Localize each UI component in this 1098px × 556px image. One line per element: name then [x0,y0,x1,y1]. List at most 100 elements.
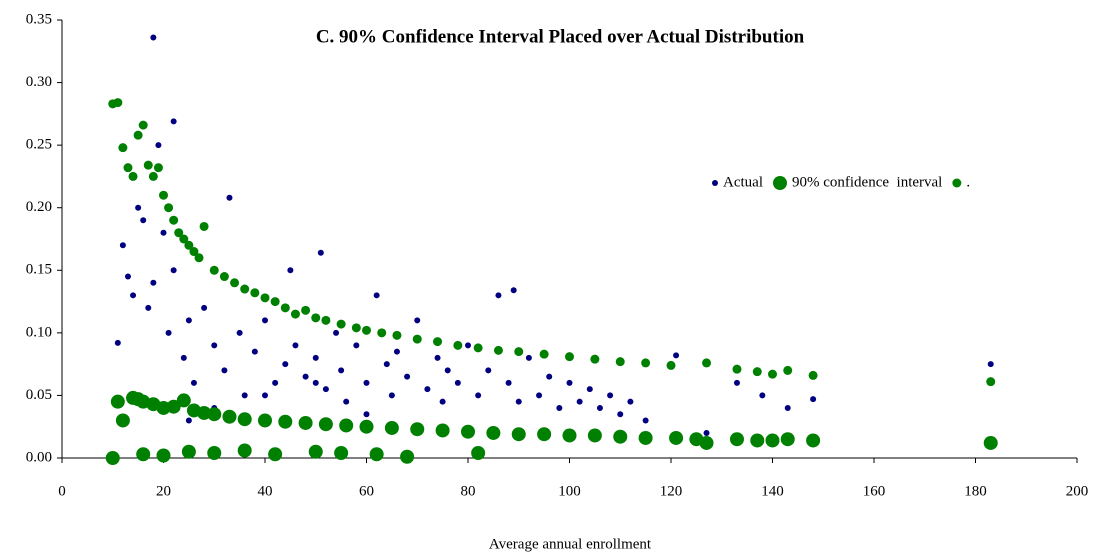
point [493,345,503,355]
point [412,334,422,344]
point [536,392,543,399]
point [282,361,289,368]
point [435,423,450,438]
y-tick-label: 0.30 [26,74,52,90]
point [258,413,272,428]
point [404,373,411,380]
point [150,34,157,41]
point [318,417,333,432]
point [617,411,624,418]
y-tick-label: 0.05 [26,387,52,403]
point [383,361,390,368]
point [495,292,502,299]
point [133,130,143,140]
point [388,392,395,399]
point [222,409,237,424]
legend-label: . [966,174,970,190]
point [392,330,402,340]
point [136,447,151,462]
point [353,342,360,349]
y-tick-label: 0.35 [26,11,52,27]
y-tick-label: 0.00 [26,449,52,465]
point [444,367,451,374]
x-tick-label: 160 [863,483,886,499]
x-tick-label: 140 [761,483,784,499]
point [729,432,744,447]
point [170,118,177,125]
point [180,354,187,361]
point [638,430,653,445]
point [184,240,194,250]
point [311,313,321,323]
point [333,329,340,336]
point [153,163,163,173]
point [251,348,258,355]
point [510,287,517,294]
x-axis-label: Average annual enrollment [489,536,652,552]
point [226,194,233,201]
point [322,386,329,393]
point [750,433,765,448]
point [732,364,742,374]
point [181,444,196,459]
point [377,328,387,338]
point [201,304,208,311]
point [312,354,319,361]
point [115,413,130,428]
point [752,367,762,377]
point [363,411,370,418]
point [312,379,319,386]
point [221,367,228,374]
point [128,171,138,181]
point [400,449,415,464]
point [613,429,628,444]
point [334,445,349,460]
point [565,352,574,362]
point [514,347,524,357]
point [369,447,384,462]
point [733,379,740,386]
point [166,399,181,414]
point [439,398,446,405]
point [148,171,158,181]
point [983,435,998,450]
point [336,319,346,329]
x-tick-label: 200 [1066,483,1089,499]
point [505,379,512,386]
point [207,445,222,460]
point [810,396,817,403]
point [669,430,684,445]
point [515,398,522,405]
point [461,424,475,439]
point [123,163,133,173]
point [140,217,147,224]
chart-title: C. 90% Confidence Interval Placed over A… [316,26,805,47]
point [230,278,240,288]
point [768,369,777,379]
point [485,367,492,374]
point [780,432,795,447]
point [145,304,152,311]
legend-label: 90% confidence interval [792,174,942,190]
point [250,288,260,298]
legend-marker [772,176,787,190]
x-tick-label: 60 [359,483,374,499]
point [197,405,212,420]
point [237,443,252,458]
point [118,143,128,153]
y-tick-label: 0.10 [26,324,52,340]
point [301,305,311,315]
point [471,445,486,460]
point [169,215,179,225]
point [190,379,197,386]
point [784,404,791,411]
point [359,419,374,434]
point [699,435,714,450]
point [164,203,174,213]
point [199,221,209,231]
point [174,228,184,238]
point [475,392,482,399]
x-tick-label: 0 [58,483,66,499]
point [806,433,821,448]
